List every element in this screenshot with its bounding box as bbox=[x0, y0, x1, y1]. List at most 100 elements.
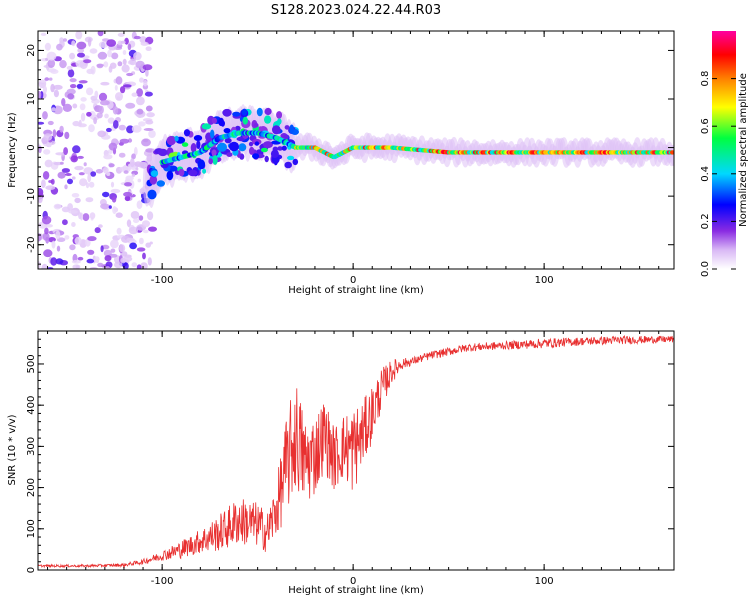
noise-blob bbox=[70, 84, 77, 89]
signal-blob bbox=[264, 107, 272, 116]
noise-blob bbox=[106, 39, 117, 47]
noise-blob bbox=[41, 263, 48, 269]
noise-blob bbox=[66, 65, 73, 70]
noise-blob bbox=[140, 41, 149, 46]
noise-blob bbox=[148, 226, 157, 232]
noise-blob bbox=[125, 175, 134, 181]
noise-blob bbox=[72, 103, 78, 109]
signal-blob bbox=[217, 142, 227, 152]
noise-blob bbox=[114, 84, 118, 91]
noise-blob bbox=[69, 244, 76, 251]
noise-blob bbox=[144, 91, 153, 97]
noise-blob bbox=[76, 41, 87, 50]
noise-blob bbox=[135, 60, 145, 69]
spectrogram-xlabel: Height of straight line (km) bbox=[288, 285, 424, 296]
colorbar: 0.0 0.2 0.4 0.6 0.8 Normalized spectral ampl… bbox=[700, 31, 749, 277]
noise-blob bbox=[50, 257, 58, 266]
signal-blob bbox=[150, 170, 159, 177]
signal-blob bbox=[252, 153, 260, 160]
noise-blob bbox=[100, 245, 104, 253]
noise-blob bbox=[64, 173, 72, 176]
noise-blob bbox=[100, 203, 110, 210]
noise-blob bbox=[136, 108, 144, 115]
signal-blob bbox=[272, 125, 281, 135]
noise-blob bbox=[88, 124, 95, 133]
x-tick-label: 100 bbox=[535, 576, 554, 587]
noise-blob bbox=[80, 97, 87, 102]
signal-blob bbox=[190, 143, 197, 153]
noise-blob bbox=[143, 79, 148, 87]
y-tick-label: 300 bbox=[26, 437, 37, 456]
noise-blob bbox=[113, 120, 119, 129]
noise-blob bbox=[47, 68, 57, 73]
y-tick-label: 100 bbox=[26, 519, 37, 538]
noise-blob bbox=[98, 41, 109, 48]
noise-blob bbox=[131, 92, 138, 97]
noise-blob bbox=[120, 40, 126, 44]
noise-blob bbox=[110, 188, 121, 194]
noise-blob bbox=[71, 222, 76, 227]
noise-blob bbox=[86, 111, 92, 117]
noise-blob bbox=[136, 96, 145, 106]
noise-blob bbox=[108, 205, 112, 209]
snr-frame bbox=[37, 330, 675, 571]
noise-blob bbox=[133, 218, 140, 224]
signal-blob bbox=[147, 189, 157, 200]
noise-blob bbox=[133, 146, 138, 156]
noise-blob bbox=[63, 147, 68, 156]
signal-blob bbox=[277, 118, 282, 125]
signal-blob bbox=[174, 135, 179, 142]
noise-blob bbox=[66, 88, 76, 95]
noise-blob bbox=[100, 81, 110, 86]
noise-blob bbox=[71, 259, 81, 264]
noise-blob bbox=[134, 161, 142, 168]
noise-blob bbox=[71, 193, 80, 198]
noise-blob bbox=[125, 102, 136, 109]
noise-blob bbox=[63, 38, 67, 42]
noise-blob bbox=[43, 149, 51, 155]
noise-blob bbox=[87, 37, 92, 47]
noise-blob bbox=[46, 51, 57, 61]
y-tick-label: 200 bbox=[26, 478, 37, 497]
noise-blob bbox=[51, 107, 57, 112]
signal-blob bbox=[292, 158, 299, 166]
noise-blob bbox=[72, 264, 81, 269]
noise-blob bbox=[47, 59, 56, 68]
spectrogram-image bbox=[38, 31, 674, 269]
y-tick-label: 0 bbox=[26, 144, 37, 150]
colorbar-tick-label: 0.6 bbox=[700, 118, 711, 134]
noise-blob bbox=[129, 242, 138, 250]
noise-blob bbox=[100, 100, 110, 106]
noise-blob bbox=[102, 167, 109, 174]
noise-blob bbox=[38, 121, 45, 125]
signal-blob bbox=[253, 123, 259, 128]
noise-blob bbox=[120, 86, 126, 94]
noise-blob bbox=[115, 212, 123, 218]
signal-blob bbox=[242, 116, 248, 125]
noise-blob bbox=[96, 63, 104, 69]
noise-blob bbox=[123, 84, 132, 88]
noise-blob bbox=[50, 83, 55, 93]
noise-blob bbox=[142, 139, 149, 143]
noise-blob bbox=[103, 61, 109, 68]
noise-blob bbox=[143, 128, 154, 131]
noise-blob bbox=[68, 210, 78, 214]
signal-blob bbox=[254, 141, 260, 146]
noise-blob bbox=[38, 145, 42, 154]
noise-blob bbox=[93, 117, 97, 125]
noise-blob bbox=[69, 78, 77, 83]
signal-blob bbox=[264, 155, 269, 163]
colorbar-tick-label: 0.2 bbox=[700, 213, 711, 229]
noise-blob bbox=[126, 72, 134, 77]
signal-blob bbox=[183, 129, 191, 137]
noise-blob bbox=[122, 58, 127, 65]
noise-blob bbox=[136, 247, 146, 252]
noise-blob bbox=[139, 237, 144, 245]
noise-blob bbox=[108, 163, 115, 168]
signal-blob bbox=[264, 115, 272, 124]
noise-blob bbox=[59, 60, 67, 69]
noise-blob bbox=[145, 105, 153, 112]
noise-blob bbox=[112, 206, 117, 215]
signal-blob bbox=[249, 146, 255, 155]
y-tick-label: 400 bbox=[26, 396, 37, 415]
